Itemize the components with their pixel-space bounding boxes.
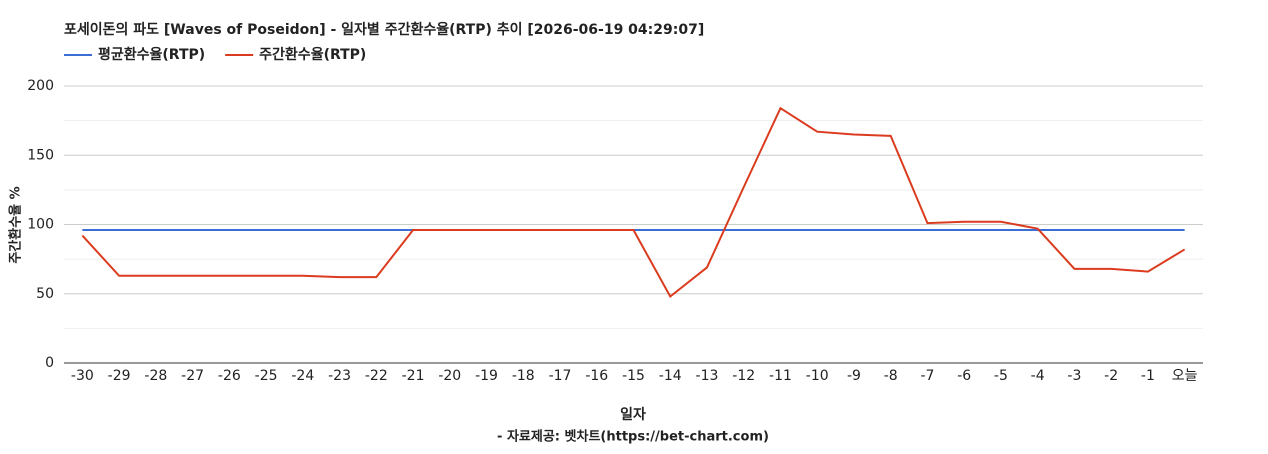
legend-label: 평균환수율(RTP) bbox=[98, 46, 205, 63]
y-tick-label: 50 bbox=[36, 286, 54, 302]
caption: - 자료제공: 벳차트(https://bet-chart.com) bbox=[497, 429, 769, 445]
x-tick-label: -26 bbox=[218, 368, 241, 384]
y-tick-label: 150 bbox=[27, 147, 54, 163]
x-axis-title: 일자 bbox=[620, 407, 646, 423]
x-tick-label: -22 bbox=[365, 368, 388, 384]
x-tick-label: -17 bbox=[549, 368, 572, 384]
x-tick-label: -9 bbox=[847, 368, 861, 384]
y-axis-title: 주간환수율 % bbox=[8, 186, 24, 263]
x-tick-label: -11 bbox=[769, 368, 792, 384]
x-tick-label: -3 bbox=[1067, 368, 1081, 384]
x-tick-label: -27 bbox=[181, 368, 204, 384]
x-tick-label: -25 bbox=[255, 368, 278, 384]
x-tick-label: 오늘 bbox=[1172, 368, 1198, 384]
y-tick-label: 200 bbox=[27, 78, 54, 94]
x-tick-label: -30 bbox=[71, 368, 94, 384]
x-tick-label: -5 bbox=[994, 368, 1008, 384]
x-tick-label: -7 bbox=[920, 368, 934, 384]
x-tick-label: -12 bbox=[732, 368, 755, 384]
x-tick-label: -15 bbox=[622, 368, 645, 384]
x-tick-label: -23 bbox=[328, 368, 351, 384]
x-tick-label: -28 bbox=[144, 368, 167, 384]
chart-title: 포세이돈의 파도 [Waves of Poseidon] - 일자별 주간환수율… bbox=[64, 21, 704, 38]
x-tick-label: -14 bbox=[659, 368, 682, 384]
x-tick-label: -6 bbox=[957, 368, 971, 384]
x-tick-label: -2 bbox=[1104, 368, 1118, 384]
x-tick-label: -20 bbox=[438, 368, 461, 384]
x-tick-label: -8 bbox=[884, 368, 898, 384]
y-tick-label: 100 bbox=[27, 217, 54, 233]
y-tick-label: 0 bbox=[45, 355, 54, 371]
x-tick-label: -13 bbox=[696, 368, 719, 384]
series-line bbox=[81, 106, 1186, 299]
x-tick-label: -21 bbox=[402, 368, 425, 384]
x-tick-label: -24 bbox=[291, 368, 314, 384]
x-tick-label: -10 bbox=[806, 368, 829, 384]
x-tick-label: -16 bbox=[585, 368, 608, 384]
x-tick-label: -1 bbox=[1141, 368, 1155, 384]
x-tick-label: -29 bbox=[108, 368, 131, 384]
x-tick-label: -18 bbox=[512, 368, 535, 384]
x-tick-label: -4 bbox=[1031, 368, 1045, 384]
x-tick-label: -19 bbox=[475, 368, 498, 384]
legend-label: 주간환수율(RTP) bbox=[259, 46, 366, 63]
